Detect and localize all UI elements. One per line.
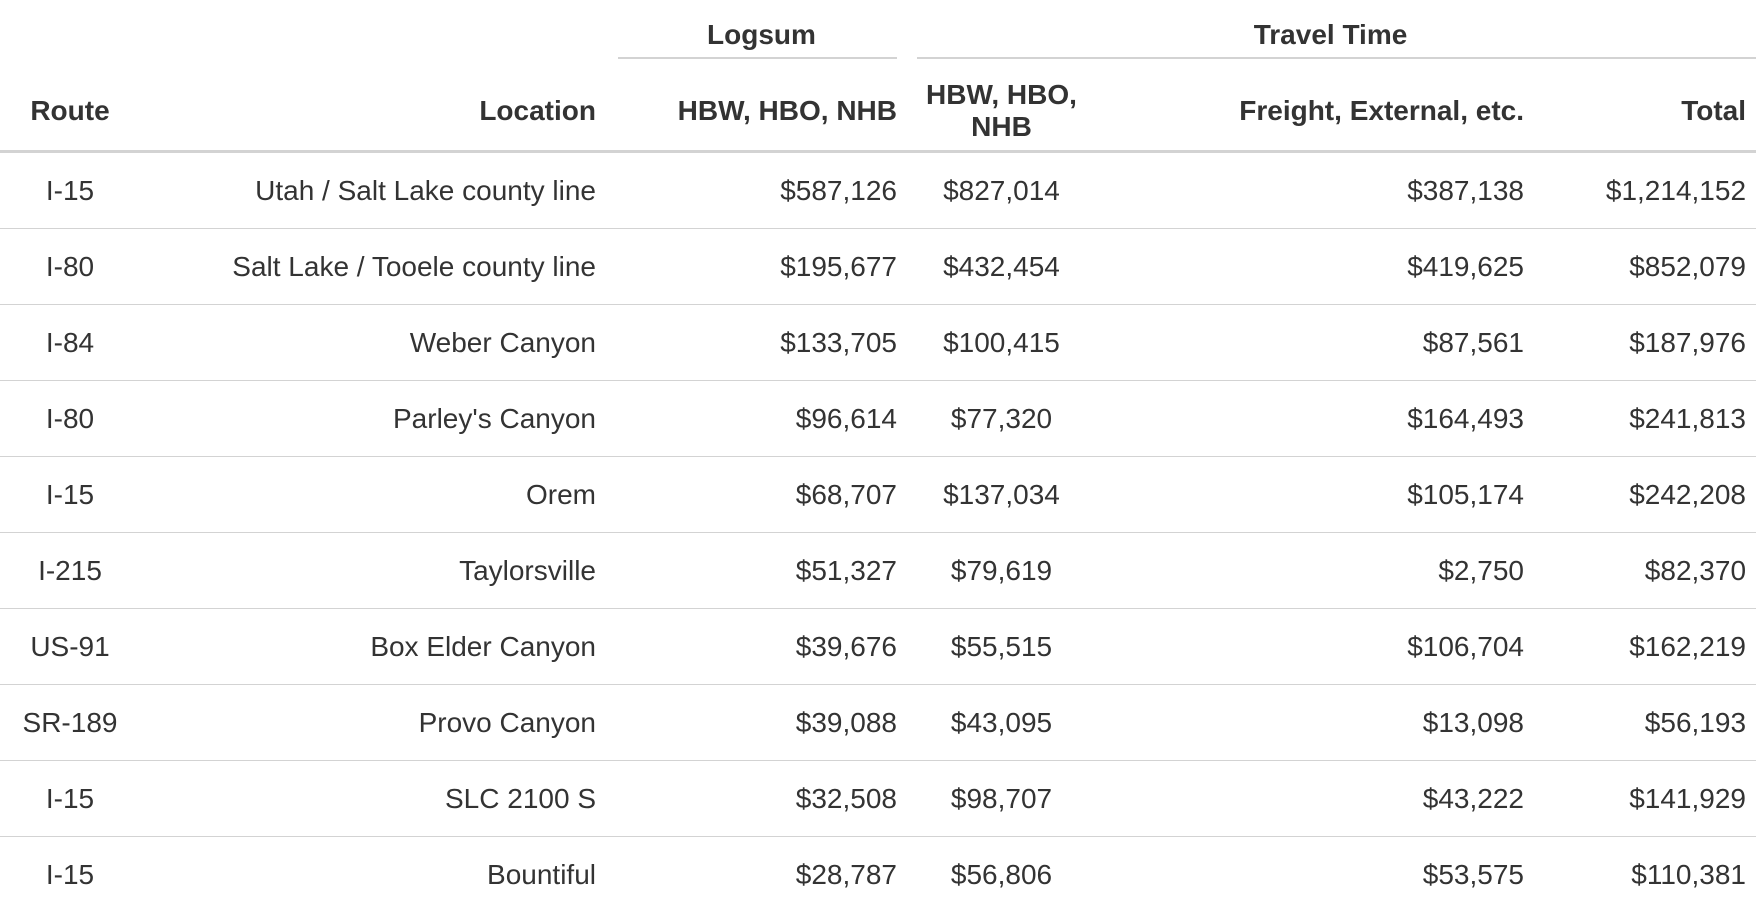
route-cell: I-15 — [0, 836, 140, 912]
location-column-header: Location — [140, 74, 618, 153]
travel-time-freight-column-header: Freight, External, etc. — [1098, 74, 1548, 153]
group-spacer — [140, 0, 618, 74]
route-column-header: Route — [0, 74, 140, 153]
total-cell: $242,208 — [1548, 456, 1756, 533]
travel-time-hbw-cell: $100,415 — [905, 304, 1098, 381]
total-cell: $241,813 — [1548, 380, 1756, 457]
logsum-hbw-cell: $133,705 — [618, 304, 905, 381]
table-header: Logsum Travel Time Route Location HBW, H… — [0, 0, 1756, 153]
table-row: SR-189 Provo Canyon $39,088 $43,095 $13,… — [0, 684, 1756, 761]
logsum-group-rule — [618, 57, 897, 59]
column-header-row: Route Location HBW, HBO, NHB HBW, HBO, N… — [0, 74, 1756, 153]
route-cell: I-15 — [0, 151, 140, 229]
column-group-row: Logsum Travel Time — [0, 0, 1756, 74]
route-cell: I-215 — [0, 532, 140, 609]
total-cell: $82,370 — [1548, 532, 1756, 609]
travel-time-hbw-cell: $43,095 — [905, 684, 1098, 761]
logsum-group-label: Logsum — [707, 19, 816, 50]
logsum-hbw-cell: $39,088 — [618, 684, 905, 761]
logsum-hbw-cell: $32,508 — [618, 760, 905, 837]
table-row: I-80 Parley's Canyon $96,614 $77,320 $16… — [0, 380, 1756, 457]
table-row: I-15 Utah / Salt Lake county line $587,1… — [0, 151, 1756, 229]
travel-time-freight-cell: $53,575 — [1098, 836, 1548, 912]
travel-time-hbw-column-header: HBW, HBO, NHB — [905, 74, 1098, 153]
travel-time-hbw-cell: $827,014 — [905, 151, 1098, 229]
travel-time-hbw-cell: $55,515 — [905, 608, 1098, 685]
travel-time-freight-cell: $106,704 — [1098, 608, 1548, 685]
travel-time-freight-cell: $164,493 — [1098, 380, 1548, 457]
location-cell: Provo Canyon — [140, 684, 618, 761]
table-row: I-15 Orem $68,707 $137,034 $105,174 $242… — [0, 456, 1756, 533]
logsum-hbw-column-header: HBW, HBO, NHB — [618, 74, 905, 153]
location-cell: SLC 2100 S — [140, 760, 618, 837]
location-cell: Orem — [140, 456, 618, 533]
travel-time-hbw-cell: $98,707 — [905, 760, 1098, 837]
location-cell: Weber Canyon — [140, 304, 618, 381]
travel-time-freight-cell: $13,098 — [1098, 684, 1548, 761]
total-column-header: Total — [1548, 74, 1756, 153]
table-row: US-91 Box Elder Canyon $39,676 $55,515 $… — [0, 608, 1756, 685]
travel-time-hbw-cell: $137,034 — [905, 456, 1098, 533]
travel-time-freight-cell: $387,138 — [1098, 151, 1548, 229]
total-cell: $141,929 — [1548, 760, 1756, 837]
route-cell: I-84 — [0, 304, 140, 381]
route-cell: I-15 — [0, 760, 140, 837]
travel-time-freight-cell: $105,174 — [1098, 456, 1548, 533]
location-cell: Utah / Salt Lake county line — [140, 151, 618, 229]
table-row: I-15 SLC 2100 S $32,508 $98,707 $43,222 … — [0, 760, 1756, 837]
travel-time-freight-cell: $419,625 — [1098, 228, 1548, 305]
travel-time-freight-cell: $2,750 — [1098, 532, 1548, 609]
travel-time-freight-cell: $87,561 — [1098, 304, 1548, 381]
total-cell: $1,214,152 — [1548, 151, 1756, 229]
total-cell: $162,219 — [1548, 608, 1756, 685]
route-cell: I-80 — [0, 228, 140, 305]
location-cell: Salt Lake / Tooele county line — [140, 228, 618, 305]
table-row: I-15 Bountiful $28,787 $56,806 $53,575 $… — [0, 836, 1756, 912]
location-cell: Parley's Canyon — [140, 380, 618, 457]
travel-time-group-label: Travel Time — [1253, 19, 1408, 50]
travel-time-hbw-cell: $56,806 — [905, 836, 1098, 912]
table-row: I-84 Weber Canyon $133,705 $100,415 $87,… — [0, 304, 1756, 381]
location-cell: Bountiful — [140, 836, 618, 912]
travel-time-hbw-cell: $432,454 — [905, 228, 1098, 305]
table-row: I-80 Salt Lake / Tooele county line $195… — [0, 228, 1756, 305]
total-cell: $187,976 — [1548, 304, 1756, 381]
location-cell: Taylorsville — [140, 532, 618, 609]
group-spacer — [0, 0, 140, 74]
travel-time-group-header: Travel Time — [905, 0, 1756, 74]
logsum-hbw-cell: $68,707 — [618, 456, 905, 533]
route-cell: US-91 — [0, 608, 140, 685]
total-cell: $852,079 — [1548, 228, 1756, 305]
logsum-hbw-cell: $39,676 — [618, 608, 905, 685]
total-cell: $110,381 — [1548, 836, 1756, 912]
travel-time-group-rule — [917, 57, 1756, 59]
location-cell: Box Elder Canyon — [140, 608, 618, 685]
travel-time-freight-cell: $43,222 — [1098, 760, 1548, 837]
logsum-hbw-cell: $28,787 — [618, 836, 905, 912]
route-cell: I-80 — [0, 380, 140, 457]
travel-time-hbw-cell: $79,619 — [905, 532, 1098, 609]
logsum-hbw-cell: $96,614 — [618, 380, 905, 457]
logsum-hbw-cell: $195,677 — [618, 228, 905, 305]
route-cell: SR-189 — [0, 684, 140, 761]
route-cell: I-15 — [0, 456, 140, 533]
logsum-hbw-cell: $587,126 — [618, 151, 905, 229]
logsum-hbw-cell: $51,327 — [618, 532, 905, 609]
table-body: I-15 Utah / Salt Lake county line $587,1… — [0, 151, 1756, 912]
logsum-group-header: Logsum — [618, 0, 905, 74]
total-cell: $56,193 — [1548, 684, 1756, 761]
table-row: I-215 Taylorsville $51,327 $79,619 $2,75… — [0, 532, 1756, 609]
travel-time-hbw-cell: $77,320 — [905, 380, 1098, 457]
